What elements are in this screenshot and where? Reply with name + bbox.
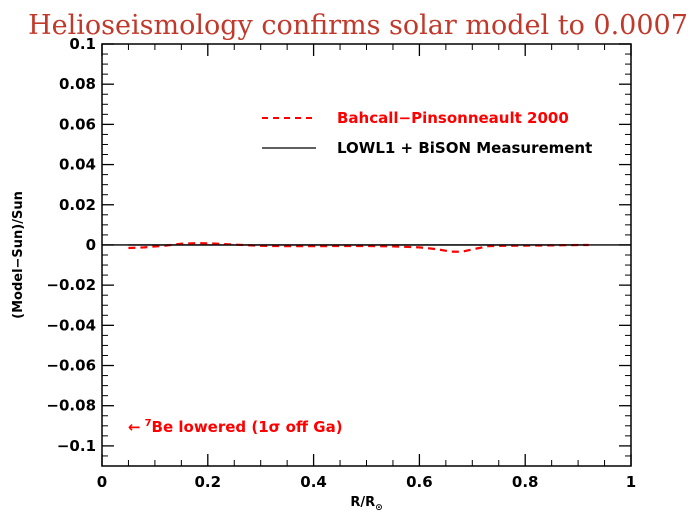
annotation-superscript: 7 (145, 418, 152, 429)
y-tick-label: −0.1 (57, 437, 96, 455)
minor-ticks (102, 44, 631, 467)
annotation-be-lowered: ← 7Be lowered (1σ off Ga) (128, 418, 343, 436)
annotation-arrow: ← (128, 418, 141, 436)
legend: Bahcall−Pinsonneault 2000 LOWL1 + BiSON … (262, 109, 592, 157)
x-tick-label: 0.6 (406, 473, 433, 491)
chart-title: Helioseismology confirms solar model to … (28, 10, 688, 41)
x-tick-label: 0.8 (512, 473, 539, 491)
y-tick-label: −0.06 (46, 357, 96, 375)
series-line-0 (128, 241, 589, 253)
y-tick-label: 0.02 (59, 196, 96, 214)
y-tick-label: −0.04 (46, 316, 96, 334)
y-tick-label: −0.08 (46, 397, 96, 415)
y-tick-label: 0.04 (59, 156, 96, 174)
y-tick-label: −0.02 (46, 276, 96, 294)
x-tick-label: 0.2 (195, 473, 222, 491)
y-tick-label: 0.06 (59, 115, 96, 133)
x-tick-labels: 0 0.2 0.4 0.6 0.8 1 (97, 473, 636, 491)
x-axis-label: R/R⊙ (350, 495, 382, 513)
x-tick-label: 0.4 (300, 473, 327, 491)
y-axis-label: (Model−Sun)/Sun (11, 191, 26, 319)
y-tick-label: 0 (86, 236, 96, 254)
series-layer (128, 241, 589, 253)
x-tick-label: 0 (97, 473, 107, 491)
annotation-text: Be lowered (1σ off Ga) (152, 418, 343, 436)
x-axis-label-main: R/R (350, 495, 375, 510)
y-tick-label: 0.08 (59, 75, 96, 93)
y-tick-label: 0.1 (69, 35, 96, 53)
major-ticks (101, 43, 632, 466)
y-tick-labels: 0.1 0.08 0.06 0.04 0.02 0 −0.02 −0.04 −0.06 −0.08… (46, 35, 96, 455)
x-axis-label-subscript: ⊙ (375, 503, 383, 513)
legend-label-bahcall: Bahcall−Pinsonneault 2000 (337, 109, 569, 127)
plot-frame (101, 43, 632, 467)
legend-label-lowl1: LOWL1 + BiSON Measurement (337, 139, 592, 157)
x-tick-label: 1 (626, 473, 636, 491)
